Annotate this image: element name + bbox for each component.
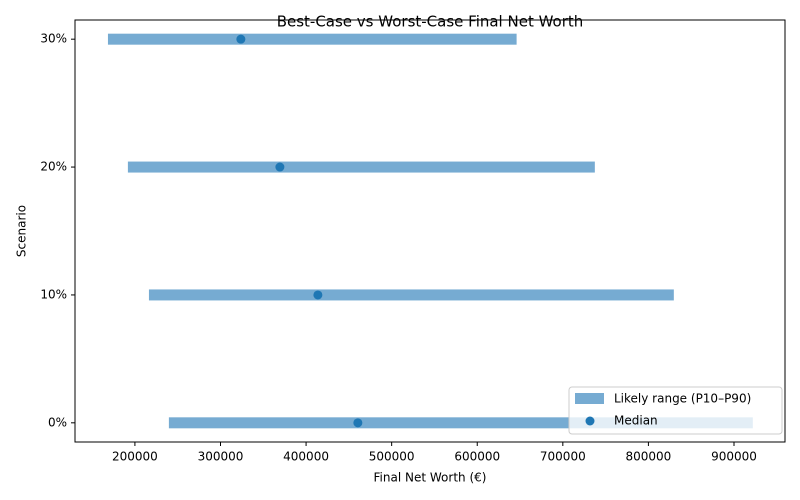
x-tick-label: 600000 (454, 450, 500, 464)
range-bar (168, 417, 753, 429)
legend-swatch (575, 393, 604, 404)
x-tick-label: 400000 (283, 450, 329, 464)
x-tick-label: 900000 (711, 450, 757, 464)
chart-title: Best-Case vs Worst-Case Final Net Worth (277, 13, 584, 31)
legend-label: Likely range (P10–P90) (614, 392, 751, 406)
y-tick-label: 30% (40, 32, 67, 46)
x-tick-label: 200000 (112, 450, 158, 464)
median-point (353, 418, 363, 428)
y-tick-label: 20% (40, 160, 67, 174)
y-axis-label: Scenario (15, 205, 29, 257)
median-point (236, 34, 246, 44)
legend-box (568, 386, 783, 435)
range-bar (127, 161, 595, 173)
range-bar (148, 289, 674, 301)
x-tick-label: 800000 (626, 450, 672, 464)
x-tick-label: 300000 (198, 450, 244, 464)
x-tick-label: 700000 (540, 450, 586, 464)
median-point (313, 290, 323, 300)
legend-marker (585, 416, 595, 426)
x-tick-label: 500000 (369, 450, 415, 464)
legend-label: Median (614, 414, 658, 428)
range-bar (107, 33, 517, 45)
median-point (275, 162, 285, 172)
legend: Likely range (P10–P90) Median (568, 386, 783, 435)
y-tick-label: 0% (48, 415, 67, 429)
y-tick-label: 10% (40, 287, 67, 301)
x-axis-label: Final Net Worth (€) (374, 471, 487, 485)
plot-frame (74, 19, 786, 443)
